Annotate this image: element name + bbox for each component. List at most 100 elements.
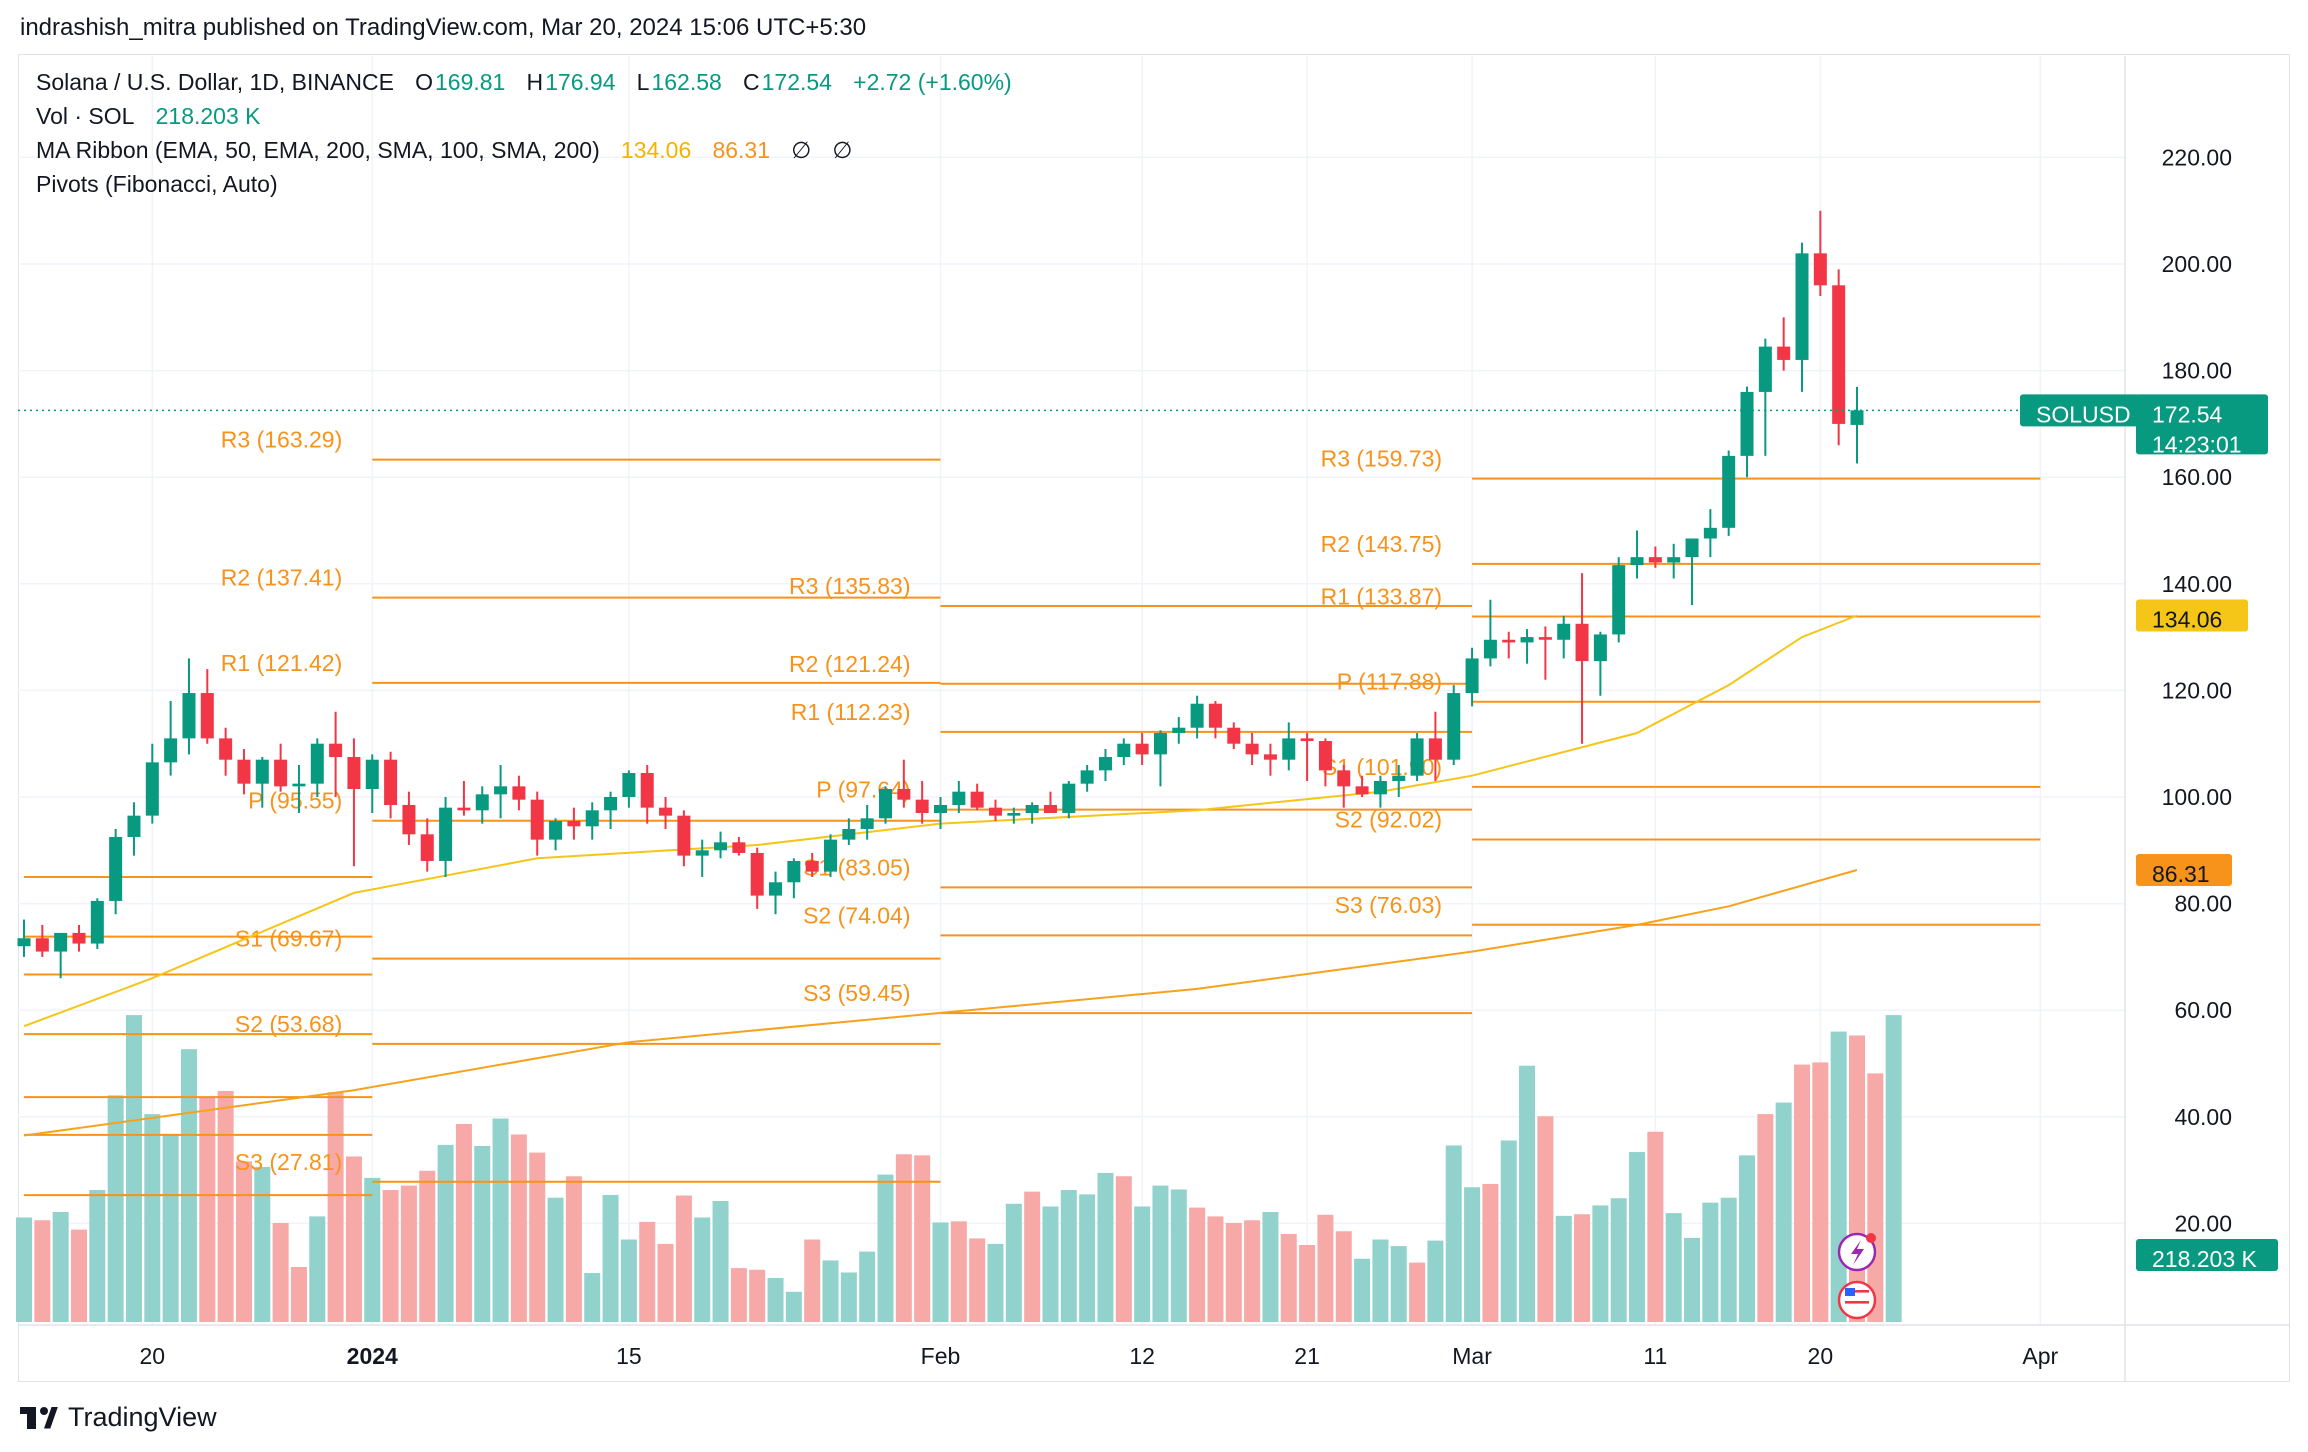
volume-bar xyxy=(1170,1189,1187,1322)
candle-body xyxy=(1153,733,1167,755)
price-tick-label: 40.00 xyxy=(2174,1104,2232,1130)
ma-ribbon xyxy=(23,614,1858,1137)
candle-body xyxy=(145,762,159,816)
volume-bar xyxy=(1464,1187,1481,1322)
flag-canton xyxy=(1845,1288,1855,1296)
time-tick-label: Mar xyxy=(1452,1343,1492,1369)
volume-bar xyxy=(272,1223,289,1322)
candle-body xyxy=(934,804,947,813)
candle-body xyxy=(365,759,379,790)
volume-bar xyxy=(1409,1262,1426,1322)
volume-bar xyxy=(969,1238,986,1322)
price-tick-label: 200.00 xyxy=(2162,251,2232,277)
close-value: 172.54 xyxy=(761,69,832,95)
volume-bar xyxy=(125,1015,142,1322)
flag-stripe xyxy=(1845,1295,1869,1299)
candle-body xyxy=(1208,703,1222,728)
candle-body xyxy=(1007,812,1021,816)
ma1-badge-text: 134.06 xyxy=(2152,606,2222,632)
volume-bar xyxy=(437,1144,454,1322)
candle-body xyxy=(182,693,196,739)
price-tick-label: 140.00 xyxy=(2162,571,2232,597)
candle-body xyxy=(1062,783,1076,813)
tradingview-logo[interactable]: TradingView xyxy=(20,1402,217,1433)
pivot-label: S1 (69.67) xyxy=(235,926,342,952)
pivot-label: P (95.55) xyxy=(248,788,342,814)
volume-bar xyxy=(565,1176,582,1322)
candle-body xyxy=(1410,738,1424,776)
event-icons xyxy=(1837,1232,1877,1320)
price-tick-label: 100.00 xyxy=(2162,784,2232,810)
volume-bar xyxy=(1647,1131,1664,1322)
candle-body xyxy=(1447,693,1461,760)
pivot-label: R2 (137.41) xyxy=(221,565,342,591)
open-label: O xyxy=(415,69,433,95)
candle-body xyxy=(970,791,984,808)
time-tick-label: 21 xyxy=(1294,1343,1320,1369)
volume-bar xyxy=(510,1134,527,1322)
volume-bar xyxy=(107,1095,124,1322)
volume-bar xyxy=(1244,1220,1261,1322)
candle-body xyxy=(1172,727,1186,734)
ma2-badge-bg xyxy=(2136,853,2232,886)
candle-body xyxy=(274,759,288,787)
volume-bar xyxy=(1042,1206,1059,1322)
volume-bar xyxy=(877,1174,894,1322)
symbol-title: Solana / U.S. Dollar, 1D, BINANCE xyxy=(36,69,394,95)
pivot-label: R2 (143.75) xyxy=(1321,531,1442,557)
volume-bar xyxy=(1830,1031,1847,1322)
volume-bar xyxy=(199,1097,216,1322)
volume-bar xyxy=(767,1278,784,1322)
volume-bar xyxy=(180,1049,197,1322)
volume-bar xyxy=(162,1133,179,1322)
pivot-label: R3 (135.83) xyxy=(789,573,910,599)
candle-body xyxy=(255,759,269,784)
tradingview-logo-icon xyxy=(20,1406,60,1429)
volume-bar xyxy=(822,1260,839,1322)
pivot-label: R3 (159.73) xyxy=(1321,446,1442,472)
chart-frame xyxy=(18,54,2290,1382)
volume-badge-text: 218.203 K xyxy=(2152,1246,2258,1272)
volume-bar xyxy=(1757,1114,1774,1322)
candle-body xyxy=(1245,743,1259,755)
candle-body xyxy=(1612,565,1626,635)
candle-body xyxy=(952,791,966,805)
volume-bar xyxy=(932,1222,949,1322)
ma2-value: 86.31 xyxy=(712,137,771,163)
legend-row-pivots[interactable]: Pivots (Fibonacci, Auto) xyxy=(36,168,280,200)
volume-bar xyxy=(694,1217,711,1322)
volume-bar xyxy=(1739,1155,1756,1322)
volume-bar xyxy=(1280,1234,1297,1322)
legend-row-ma[interactable]: MA Ribbon (EMA, 50, EMA, 200, SMA, 100, … xyxy=(36,134,854,166)
legend-row-symbol[interactable]: Solana / U.S. Dollar, 1D, BINANCE O169.8… xyxy=(36,66,1014,98)
volume-bar xyxy=(1500,1140,1517,1322)
volume-bar xyxy=(1684,1237,1701,1322)
legend-row-volume[interactable]: Vol · SOL 218.203 K xyxy=(36,100,262,132)
candle-body xyxy=(1190,703,1204,728)
volume-bar xyxy=(235,1161,252,1322)
candle-body xyxy=(35,938,49,952)
pivots-label: Pivots (Fibonacci, Auto) xyxy=(36,171,278,197)
volume-bar xyxy=(1060,1190,1077,1322)
candle-body xyxy=(1685,538,1699,558)
volume-bar xyxy=(1262,1212,1279,1322)
volume-bar xyxy=(254,1166,271,1322)
volume-bar xyxy=(712,1201,729,1322)
candle-body xyxy=(549,820,563,840)
candle-body xyxy=(1025,804,1039,813)
candle-body xyxy=(842,828,856,840)
pivot-label: R1 (121.42) xyxy=(221,650,342,676)
candle-body xyxy=(347,757,361,790)
volume-bar xyxy=(70,1229,87,1322)
candle-body xyxy=(1667,557,1681,563)
volume-bar xyxy=(1024,1191,1041,1322)
volume-bar xyxy=(749,1269,766,1322)
volume-bar xyxy=(1849,1035,1865,1322)
candle-body xyxy=(420,834,434,861)
price-tick-label: 80.00 xyxy=(2174,891,2232,917)
candle-body xyxy=(1337,770,1351,787)
ma1-badge-bg xyxy=(2136,599,2248,632)
volume-bar xyxy=(474,1146,491,1322)
pivot-label: R2 (121.24) xyxy=(789,651,910,677)
